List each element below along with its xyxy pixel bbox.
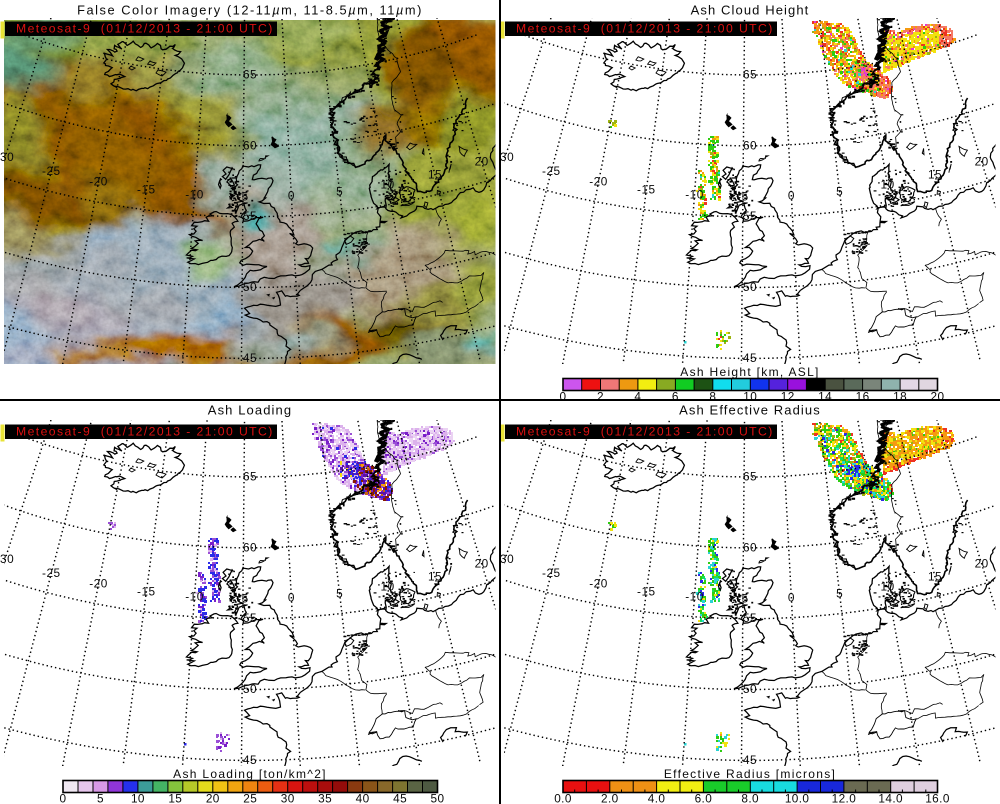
svg-text:10.0: 10.0 — [785, 792, 810, 804]
svg-text:50: 50 — [431, 792, 445, 804]
svg-text:6: 6 — [672, 390, 679, 403]
svg-text:16.0: 16.0 — [925, 792, 950, 804]
svg-text:Ash Effective Radius: Ash Effective Radius — [679, 403, 821, 418]
svg-text:12.0: 12.0 — [832, 792, 857, 804]
svg-text:8.0: 8.0 — [741, 792, 759, 804]
svg-text:16: 16 — [856, 390, 870, 403]
svg-text:40: 40 — [356, 792, 370, 804]
svg-text:Effective Radius [microns]: Effective Radius [microns] — [664, 767, 836, 781]
svg-text:Ash Loading: Ash Loading — [208, 403, 292, 418]
svg-text:4.0: 4.0 — [648, 792, 666, 804]
svg-text:14.0: 14.0 — [878, 792, 903, 804]
svg-text:0: 0 — [60, 792, 67, 804]
svg-text:8: 8 — [709, 390, 716, 403]
svg-text:20: 20 — [931, 390, 945, 403]
svg-text:12: 12 — [781, 390, 795, 403]
svg-text:Ash Loading [ton/km^2]: Ash Loading [ton/km^2] — [173, 767, 327, 781]
svg-text:35: 35 — [318, 792, 332, 804]
svg-text:14: 14 — [818, 390, 832, 403]
svg-text:2.0: 2.0 — [601, 792, 619, 804]
svg-text:6.0: 6.0 — [695, 792, 713, 804]
svg-text:5: 5 — [97, 792, 104, 804]
svg-text:45: 45 — [393, 792, 407, 804]
svg-text:10: 10 — [131, 792, 145, 804]
svg-text:2: 2 — [597, 390, 604, 403]
svg-text:18: 18 — [893, 390, 907, 403]
svg-text:15: 15 — [168, 792, 182, 804]
svg-text:Meteosat-9 (01/12/2013 - 21:0: Meteosat-9 (01/12/2013 - 21:00 UTC) — [516, 22, 774, 36]
svg-text:Meteosat-9 (01/12/2013 - 21:0: Meteosat-9 (01/12/2013 - 21:00 UTC) — [516, 425, 774, 439]
svg-text:30: 30 — [281, 792, 295, 804]
svg-text:Meteosat-9 (01/12/2013 - 21:0: Meteosat-9 (01/12/2013 - 21:00 UTC) — [16, 22, 274, 36]
svg-text:20: 20 — [206, 792, 220, 804]
svg-text:Meteosat-9 (01/12/2013 - 21:0: Meteosat-9 (01/12/2013 - 21:00 UTC) — [16, 425, 274, 439]
svg-text:Ash Cloud Height: Ash Cloud Height — [691, 3, 810, 18]
svg-text:False Color Imagery (12-11µm,: False Color Imagery (12-11µm, 11-8.5µm, … — [77, 3, 423, 18]
svg-text:0: 0 — [560, 390, 567, 403]
svg-text:10: 10 — [743, 390, 757, 403]
svg-text:Ash Height [km, ASL]: Ash Height [km, ASL] — [680, 365, 819, 379]
svg-text:25: 25 — [243, 792, 257, 804]
svg-text:0.0: 0.0 — [554, 792, 572, 804]
svg-text:4: 4 — [634, 390, 641, 403]
